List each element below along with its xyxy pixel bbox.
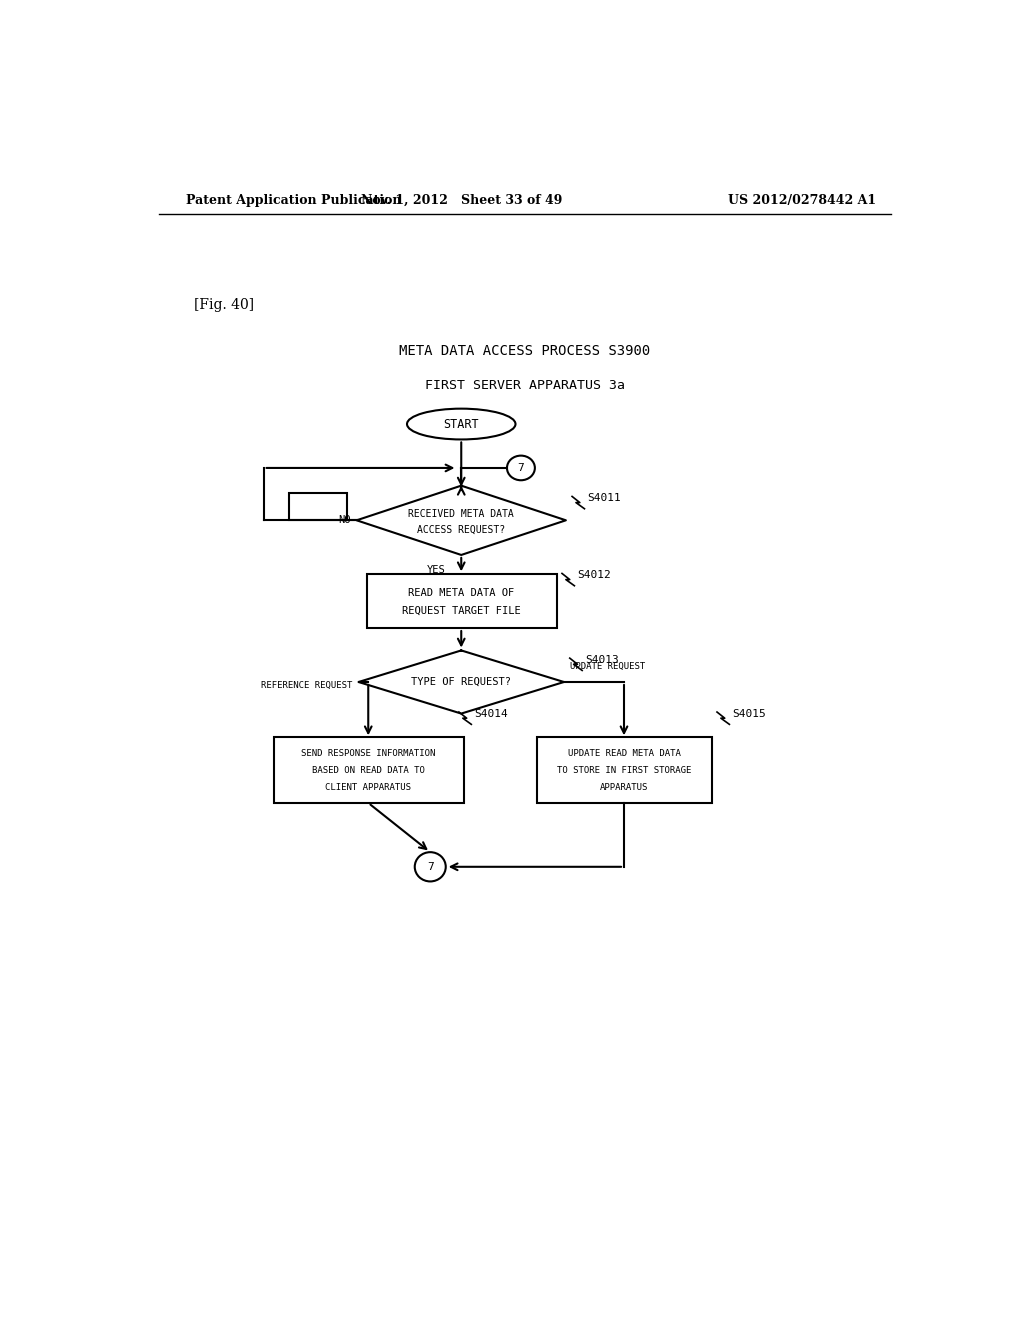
Text: Nov. 1, 2012   Sheet 33 of 49: Nov. 1, 2012 Sheet 33 of 49	[360, 194, 562, 207]
FancyBboxPatch shape	[367, 574, 557, 628]
Text: CLIENT APPARATUS: CLIENT APPARATUS	[326, 783, 412, 792]
Ellipse shape	[415, 853, 445, 882]
Text: S4014: S4014	[474, 709, 508, 718]
Text: S4012: S4012	[578, 570, 611, 579]
Ellipse shape	[407, 409, 515, 440]
Text: US 2012/0278442 A1: US 2012/0278442 A1	[728, 194, 877, 207]
FancyBboxPatch shape	[289, 492, 347, 520]
Text: S4011: S4011	[588, 492, 622, 503]
Text: TYPE OF REQUEST?: TYPE OF REQUEST?	[412, 677, 511, 686]
Text: [Fig. 40]: [Fig. 40]	[194, 298, 254, 312]
Text: START: START	[443, 417, 479, 430]
Text: 7: 7	[427, 862, 433, 871]
Text: APPARATUS: APPARATUS	[600, 783, 648, 792]
Text: UPDATE REQUEST: UPDATE REQUEST	[569, 663, 645, 671]
Text: BASED ON READ DATA TO: BASED ON READ DATA TO	[312, 766, 425, 775]
Text: REQUEST TARGET FILE: REQUEST TARGET FILE	[401, 606, 520, 615]
Text: UPDATE READ META DATA: UPDATE READ META DATA	[567, 750, 680, 758]
Text: S4015: S4015	[732, 709, 766, 718]
Text: NO: NO	[338, 515, 350, 525]
FancyBboxPatch shape	[273, 738, 464, 803]
Text: READ META DATA OF: READ META DATA OF	[409, 589, 514, 598]
Text: RECEIVED META DATA: RECEIVED META DATA	[409, 510, 514, 519]
FancyBboxPatch shape	[538, 738, 712, 803]
Text: S4013: S4013	[586, 655, 618, 665]
Text: YES: YES	[426, 565, 445, 576]
Text: REFERENCE REQUEST: REFERENCE REQUEST	[261, 681, 352, 690]
Ellipse shape	[507, 455, 535, 480]
Text: 7: 7	[517, 463, 524, 473]
Text: META DATA ACCESS PROCESS S3900: META DATA ACCESS PROCESS S3900	[399, 345, 650, 358]
Text: Patent Application Publication: Patent Application Publication	[186, 194, 401, 207]
Text: SEND RESPONSE INFORMATION: SEND RESPONSE INFORMATION	[301, 750, 435, 758]
Text: TO STORE IN FIRST STORAGE: TO STORE IN FIRST STORAGE	[557, 766, 691, 775]
Text: ACCESS REQUEST?: ACCESS REQUEST?	[417, 524, 505, 535]
Text: FIRST SERVER APPARATUS 3a: FIRST SERVER APPARATUS 3a	[425, 379, 625, 392]
